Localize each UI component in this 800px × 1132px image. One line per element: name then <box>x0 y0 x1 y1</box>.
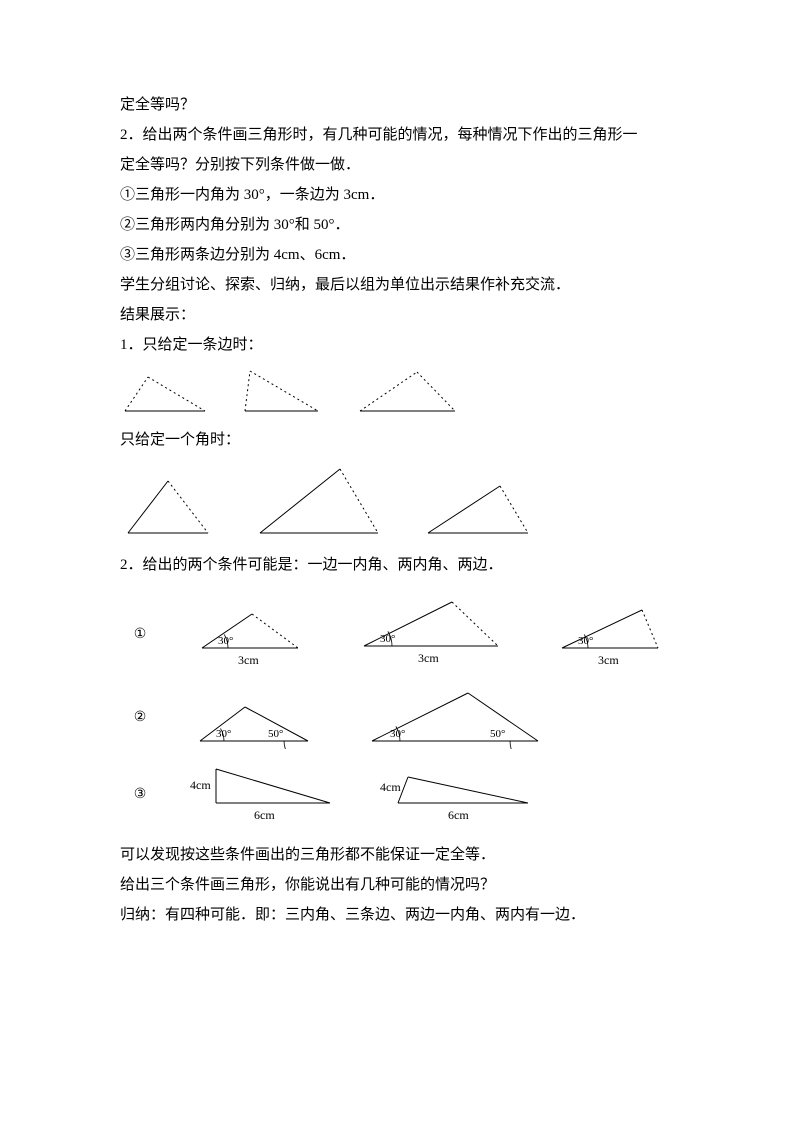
triangle-c1-2: 30° 3cm <box>350 596 520 673</box>
label-circle-1: ① <box>120 621 160 649</box>
svg-text:3cm: 3cm <box>598 653 619 667</box>
svg-text:50°: 50° <box>490 728 505 740</box>
para-9: 1．只给定一条边时： <box>120 330 690 360</box>
para-7: 学生分组讨论、探索、归纳，最后以组为单位出示结果作补充交流． <box>120 270 690 300</box>
triangle-c3-2: 4cm 6cm <box>380 761 540 828</box>
triangle-side-1 <box>120 373 210 413</box>
triangle-c3-1: 4cm 6cm <box>190 761 350 828</box>
para-12: 可以发现按这些条件画出的三角形都不能保证一定全等． <box>120 840 690 870</box>
svg-text:30°: 30° <box>578 635 593 647</box>
figure-row-one-side <box>120 368 690 413</box>
triangle-angle-2 <box>250 463 390 538</box>
svg-text:4cm: 4cm <box>190 778 211 792</box>
triangle-side-2 <box>240 368 325 413</box>
triangle-side-3 <box>355 368 465 413</box>
para-14: 归纳：有四种可能．即：三内角、三条边、两边一内角、两内有一边． <box>120 900 690 930</box>
svg-text:6cm: 6cm <box>254 808 275 822</box>
figure-row-one-angle <box>120 463 690 538</box>
para-5: ②三角形两内角分别为 30°和 50°． <box>120 210 690 240</box>
svg-text:4cm: 4cm <box>380 780 401 794</box>
svg-text:30°: 30° <box>380 633 395 645</box>
para-11: 2．给出的两个条件可能是：一边一内角、两内角、两边． <box>120 550 690 580</box>
para-8: 结果展示： <box>120 300 690 330</box>
triangle-angle-1 <box>120 473 220 538</box>
label-circle-2: ② <box>120 704 160 732</box>
triangle-c2-2: 30° 50° <box>360 687 560 749</box>
para-4: ①三角形一内角为 30°，一条边为 3cm． <box>120 180 690 210</box>
para-10: 只给定一个角时： <box>120 425 690 455</box>
figure-row-cond3: ③ 4cm 6cm 4cm 6cm <box>120 761 690 828</box>
para-6: ③三角形两条边分别为 4cm、6cm． <box>120 240 690 270</box>
svg-text:3cm: 3cm <box>418 651 439 665</box>
svg-text:3cm: 3cm <box>238 653 259 667</box>
triangle-angle-3 <box>420 478 540 538</box>
para-1: 定全等吗？ <box>120 90 690 120</box>
triangle-c1-3: 30° 3cm <box>550 606 680 673</box>
svg-text:30°: 30° <box>390 728 405 740</box>
figure-row-cond1: ① 30° 3cm 30° 3cm 30° 3cm <box>120 596 690 673</box>
label-circle-3: ③ <box>120 781 160 809</box>
para-13: 给出三个条件画三角形，你能说出有几种可能的情况吗？ <box>120 870 690 900</box>
para-3: 定全等吗？分别按下列条件做一做． <box>120 150 690 180</box>
svg-text:50°: 50° <box>268 728 283 740</box>
svg-text:30°: 30° <box>216 728 231 740</box>
figure-row-cond2: ② 30° 50° 30° 50° <box>120 687 690 749</box>
triangle-c1-1: 30° 3cm <box>190 606 320 673</box>
svg-text:6cm: 6cm <box>448 808 469 822</box>
svg-text:30°: 30° <box>218 635 233 647</box>
triangle-c2-1: 30° 50° <box>190 699 330 749</box>
para-2: 2．给出两个条件画三角形时，有几种可能的情况，每种情况下作出的三角形一 <box>120 120 690 150</box>
